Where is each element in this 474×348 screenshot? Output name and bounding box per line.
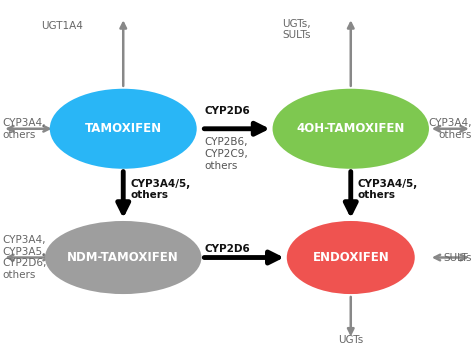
Text: CYP3A4/5,
others: CYP3A4/5, others <box>130 179 191 200</box>
Text: UGT1A4: UGT1A4 <box>41 21 83 31</box>
Text: CYP3A4,
others: CYP3A4, others <box>428 118 472 140</box>
Text: UGTs,
SULTs: UGTs, SULTs <box>282 19 310 40</box>
Text: CYP3A4/5,
others: CYP3A4/5, others <box>358 179 418 200</box>
Text: CYP2D6: CYP2D6 <box>205 244 251 254</box>
Text: CYP2B6,
CYP2C9,
others: CYP2B6, CYP2C9, others <box>205 137 248 171</box>
Text: CYP3A4,
others: CYP3A4, others <box>2 118 46 140</box>
Text: ENDOXIFEN: ENDOXIFEN <box>312 251 389 264</box>
Text: CYP2D6: CYP2D6 <box>205 105 251 116</box>
Text: NDM-TAMOXIFEN: NDM-TAMOXIFEN <box>67 251 179 264</box>
Text: SULTs: SULTs <box>443 253 472 262</box>
Text: TAMOXIFEN: TAMOXIFEN <box>85 122 162 135</box>
Ellipse shape <box>287 221 415 294</box>
Text: UGTs: UGTs <box>338 334 364 345</box>
Ellipse shape <box>273 89 429 169</box>
Ellipse shape <box>45 221 201 294</box>
Text: 4OH-TAMOXIFEN: 4OH-TAMOXIFEN <box>297 122 405 135</box>
Text: CYP3A4,
CYP3A5,
CYP2D6,
others: CYP3A4, CYP3A5, CYP2D6, others <box>2 235 47 280</box>
Ellipse shape <box>50 89 197 169</box>
